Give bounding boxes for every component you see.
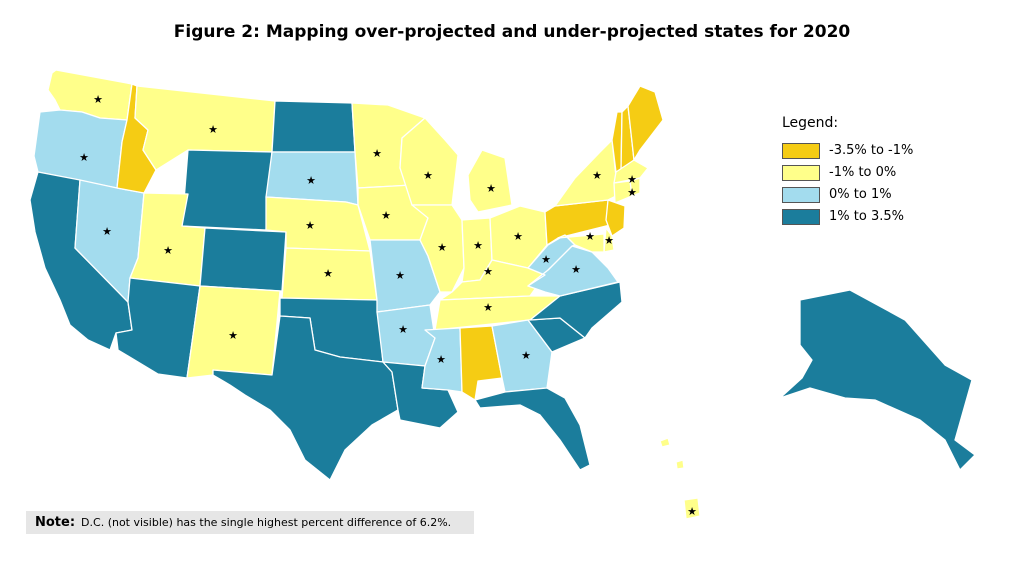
star-marker-ia: ★ (381, 209, 391, 222)
star-marker-wa: ★ (93, 93, 103, 106)
star-marker-il: ★ (437, 241, 447, 254)
note-label: Note: (35, 515, 76, 530)
state-hi-island-2 (675, 459, 685, 470)
states-layer (29, 69, 976, 520)
state-mi (467, 149, 513, 213)
star-marker-wi: ★ (423, 169, 433, 182)
star-marker-oh: ★ (513, 230, 523, 243)
star-marker-md: ★ (585, 230, 595, 243)
star-marker-mo: ★ (395, 269, 405, 282)
star-marker-mn: ★ (372, 147, 382, 160)
map-title: Figure 2: Mapping over-projected and und… (173, 22, 851, 42)
state-ak (779, 289, 976, 471)
state-fl (474, 387, 591, 471)
star-marker-in: ★ (473, 239, 483, 252)
state-wi (399, 117, 459, 206)
star-marker-nv: ★ (102, 225, 112, 238)
legend-swatch-c1 (782, 142, 820, 159)
legend-item-c1: -3.5% to -1% (782, 141, 913, 160)
state-md (557, 233, 605, 253)
star-marker-de: ★ (604, 234, 614, 247)
legend-label-c3: 0% to 1% (829, 187, 892, 202)
star-marker-ky: ★ (483, 265, 493, 278)
star-marker-ct: ★ (627, 186, 637, 199)
star-marker-hi: ★ (687, 505, 697, 518)
star-marker-va: ★ (571, 263, 581, 276)
state-tx (212, 315, 399, 481)
note-text: D.C. (not visible) has the single highes… (81, 516, 452, 529)
legend: Legend: -3.5% to -1% -1% to 0% 0% to 1% … (782, 115, 913, 229)
state-nj (605, 199, 626, 237)
star-marker-ne: ★ (305, 219, 315, 232)
star-marker-ks: ★ (323, 267, 333, 280)
star-marker-sd: ★ (306, 174, 316, 187)
star-marker-tn: ★ (483, 301, 493, 314)
legend-swatch-c3 (782, 186, 820, 203)
state-ny (554, 139, 619, 207)
star-marker-ar: ★ (398, 323, 408, 336)
state-hi (683, 497, 701, 520)
state-ri (629, 177, 641, 197)
star-marker-mt: ★ (208, 123, 218, 136)
star-marker-nm: ★ (228, 329, 238, 342)
state-ma (613, 159, 649, 184)
star-marker-wv: ★ (541, 253, 551, 266)
star-marker-or: ★ (79, 151, 89, 164)
legend-item-c2: -1% to 0% (782, 163, 913, 182)
state-me (627, 85, 664, 161)
legend-label-c4: 1% to 3.5% (829, 209, 904, 224)
star-marker-ma: ★ (627, 173, 637, 186)
star-marker-ny: ★ (592, 169, 602, 182)
legend-swatch-c4 (782, 208, 820, 225)
state-hi-island-1 (659, 437, 671, 448)
legend-title: Legend: (782, 115, 839, 131)
state-nd (271, 100, 356, 153)
note-box: Note: D.C. (not visible) has the single … (26, 511, 474, 534)
star-marker-ga: ★ (521, 349, 531, 362)
state-de (603, 227, 615, 253)
state-co (199, 227, 287, 292)
star-marker-mi: ★ (486, 182, 496, 195)
state-wv (527, 234, 576, 287)
legend-label-c2: -1% to 0% (829, 165, 897, 180)
legend-item-c3: 0% to 1% (782, 185, 913, 204)
state-wy (181, 149, 273, 231)
stars-layer: ★★★★★★★★★★★★★★★★★★★★★ ★★★★ ★★★★★ (79, 93, 697, 518)
legend-item-c4: 1% to 3.5% (782, 207, 913, 226)
legend-label-c1: -3.5% to -1% (829, 143, 914, 158)
star-marker-ut: ★ (163, 244, 173, 257)
state-il (411, 204, 465, 293)
legend-swatch-c2 (782, 164, 820, 181)
star-marker-ms: ★ (436, 353, 446, 366)
